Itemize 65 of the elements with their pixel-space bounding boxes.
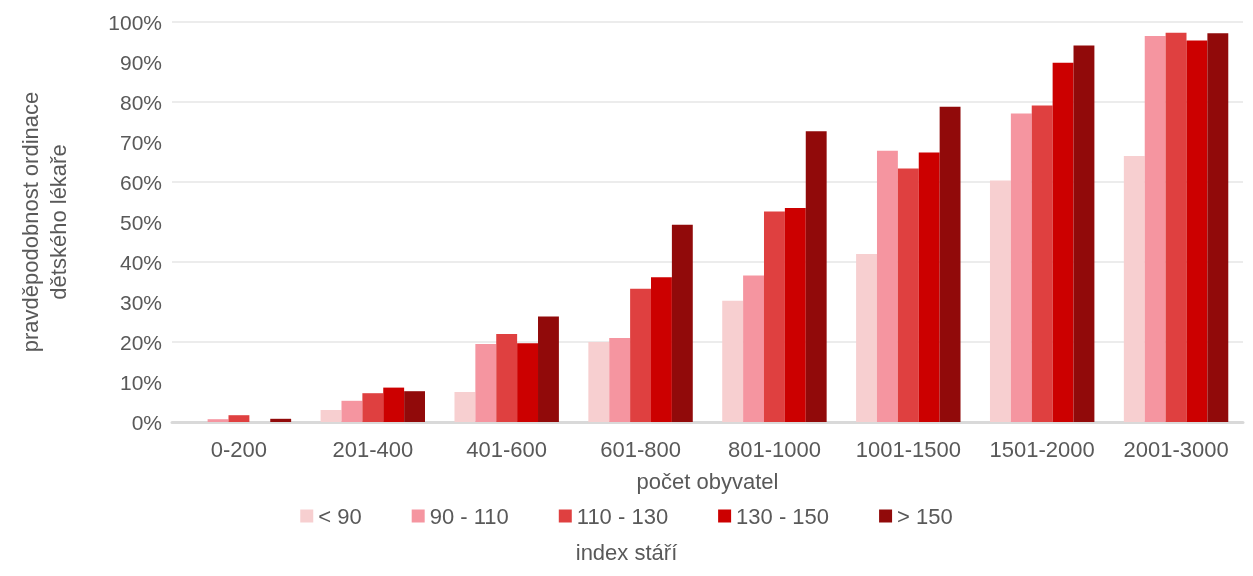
x-tick-label: 1501-2000 bbox=[989, 436, 1095, 462]
x-tick-label: 601-800 bbox=[600, 436, 681, 462]
y-axis-title: pravděpodobnost ordinace dětského lékaře bbox=[17, 91, 71, 353]
bar bbox=[207, 419, 229, 422]
bar bbox=[630, 288, 651, 422]
bar bbox=[876, 150, 898, 422]
bar bbox=[743, 275, 764, 422]
bar bbox=[1123, 156, 1145, 422]
y-tick-label: 80% bbox=[119, 90, 162, 114]
bar bbox=[475, 344, 497, 422]
legend-label: < 90 bbox=[318, 503, 362, 529]
bar bbox=[609, 338, 631, 422]
legend-label: 110 - 130 bbox=[576, 503, 669, 529]
bar bbox=[1010, 113, 1032, 422]
bar bbox=[517, 343, 539, 422]
y-tick-label: 20% bbox=[119, 330, 162, 354]
bar bbox=[764, 211, 785, 422]
bar bbox=[270, 418, 292, 422]
bar bbox=[538, 316, 559, 422]
bar bbox=[784, 208, 806, 422]
x-tick-label: 401-600 bbox=[466, 436, 548, 462]
x-tick-label: 801-1000 bbox=[727, 436, 821, 462]
y-tick-label: 40% bbox=[119, 250, 162, 274]
bar bbox=[1073, 45, 1095, 422]
bar bbox=[454, 392, 476, 422]
x-tick-label: 2001-3000 bbox=[1123, 436, 1229, 462]
bar bbox=[362, 393, 384, 422]
bar bbox=[671, 224, 693, 422]
y-tick-label: 60% bbox=[119, 170, 162, 194]
bar bbox=[496, 334, 518, 422]
bar bbox=[722, 300, 744, 422]
bar bbox=[383, 387, 405, 422]
bar bbox=[918, 152, 940, 422]
legend-title: index stáří bbox=[575, 539, 678, 565]
bar bbox=[341, 400, 363, 422]
bar bbox=[651, 277, 672, 422]
bar bbox=[805, 131, 827, 422]
bar bbox=[1052, 62, 1074, 422]
legend-label: 130 - 150 bbox=[736, 503, 830, 529]
y-tick-label: 50% bbox=[119, 210, 162, 234]
bar bbox=[1207, 33, 1229, 422]
bar bbox=[228, 415, 250, 422]
x-tick-label: 0-200 bbox=[210, 436, 268, 462]
x-tick-label: 201-400 bbox=[332, 436, 414, 462]
bar bbox=[1165, 32, 1187, 422]
bar bbox=[939, 106, 961, 422]
bar bbox=[1186, 40, 1208, 422]
y-tick-label: 10% bbox=[119, 370, 162, 394]
bar bbox=[1144, 36, 1166, 422]
legend-label: 90 - 110 bbox=[429, 503, 509, 529]
y-tick-label: 90% bbox=[119, 50, 162, 74]
y-tick-label: 70% bbox=[119, 130, 162, 154]
legend-label: > 150 bbox=[897, 503, 953, 529]
x-tick-label: 1001-1500 bbox=[855, 436, 961, 462]
bar bbox=[404, 391, 426, 422]
bar bbox=[1031, 105, 1053, 422]
bar bbox=[856, 254, 877, 422]
bar bbox=[320, 410, 342, 422]
bar bbox=[588, 342, 610, 422]
bar bbox=[989, 180, 1011, 422]
y-tick-label: 100% bbox=[108, 10, 162, 34]
y-tick-label: 30% bbox=[119, 290, 162, 314]
bar bbox=[897, 168, 919, 422]
x-axis-title: počet obyvatel bbox=[636, 468, 779, 494]
y-tick-label: 0% bbox=[131, 410, 162, 434]
